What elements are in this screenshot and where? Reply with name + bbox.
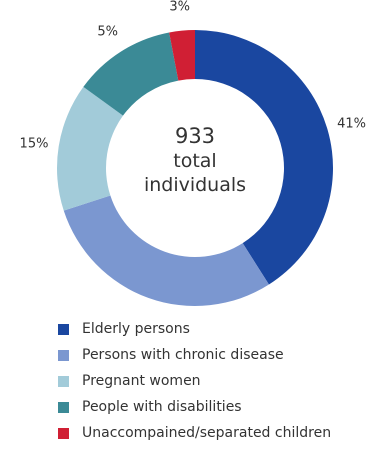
center-total-line2: individuals [144, 174, 246, 196]
slice-pregnant-women [57, 86, 123, 211]
legend-swatch [58, 427, 69, 439]
legend-label: Persons with chronic disease [82, 347, 284, 363]
legend-item-disabilities: People with disabilities [58, 394, 331, 420]
legend-label: Elderly persons [82, 321, 190, 337]
legend-swatch [58, 349, 69, 361]
legend-item-elderly: Elderly persons [58, 316, 331, 342]
slice-label-elderly-persons: 41% [337, 117, 366, 132]
legend-label: Unaccompained/separated children [82, 425, 332, 441]
legend-item-chronic-disease: Persons with chronic disease [58, 342, 331, 368]
slice-persons-with-chronic-disease [63, 195, 269, 306]
legend-label: People with disabilities [82, 399, 242, 415]
legend-label: Pregnant women [82, 373, 201, 389]
center-total-value: 933 [175, 124, 215, 148]
center-total-line1: total [173, 150, 216, 172]
legend-swatch [58, 323, 69, 335]
donut-chart: 41%29%15%5%3% 933 total individuals [20, 0, 366, 306]
slice-label-pregnant-women: 15% [20, 137, 49, 152]
legend-swatch [58, 401, 69, 413]
slice-elderly-persons [195, 30, 333, 285]
slice-labels: 41%29%15%5%3% [20, 0, 366, 152]
slice-label-people-with-disabilities: 5% [97, 24, 118, 39]
legend-item-unaccompanied-children: Unaccompained/separated children [58, 420, 331, 446]
legend-item-pregnant-women: Pregnant women [58, 368, 331, 394]
slice-unaccompained-separated-children [169, 30, 195, 81]
legend: Elderly persons Persons with chronic dis… [58, 316, 331, 446]
slice-people-with-disabilities [83, 32, 179, 116]
slice-label-unaccompained-separated-children: 3% [169, 0, 190, 15]
donut-slices [57, 30, 333, 306]
legend-swatch [58, 375, 69, 387]
